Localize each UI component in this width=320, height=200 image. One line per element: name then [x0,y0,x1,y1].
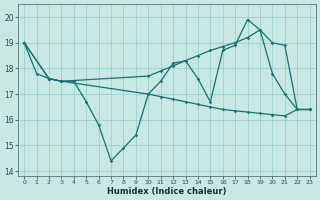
X-axis label: Humidex (Indice chaleur): Humidex (Indice chaleur) [107,187,227,196]
